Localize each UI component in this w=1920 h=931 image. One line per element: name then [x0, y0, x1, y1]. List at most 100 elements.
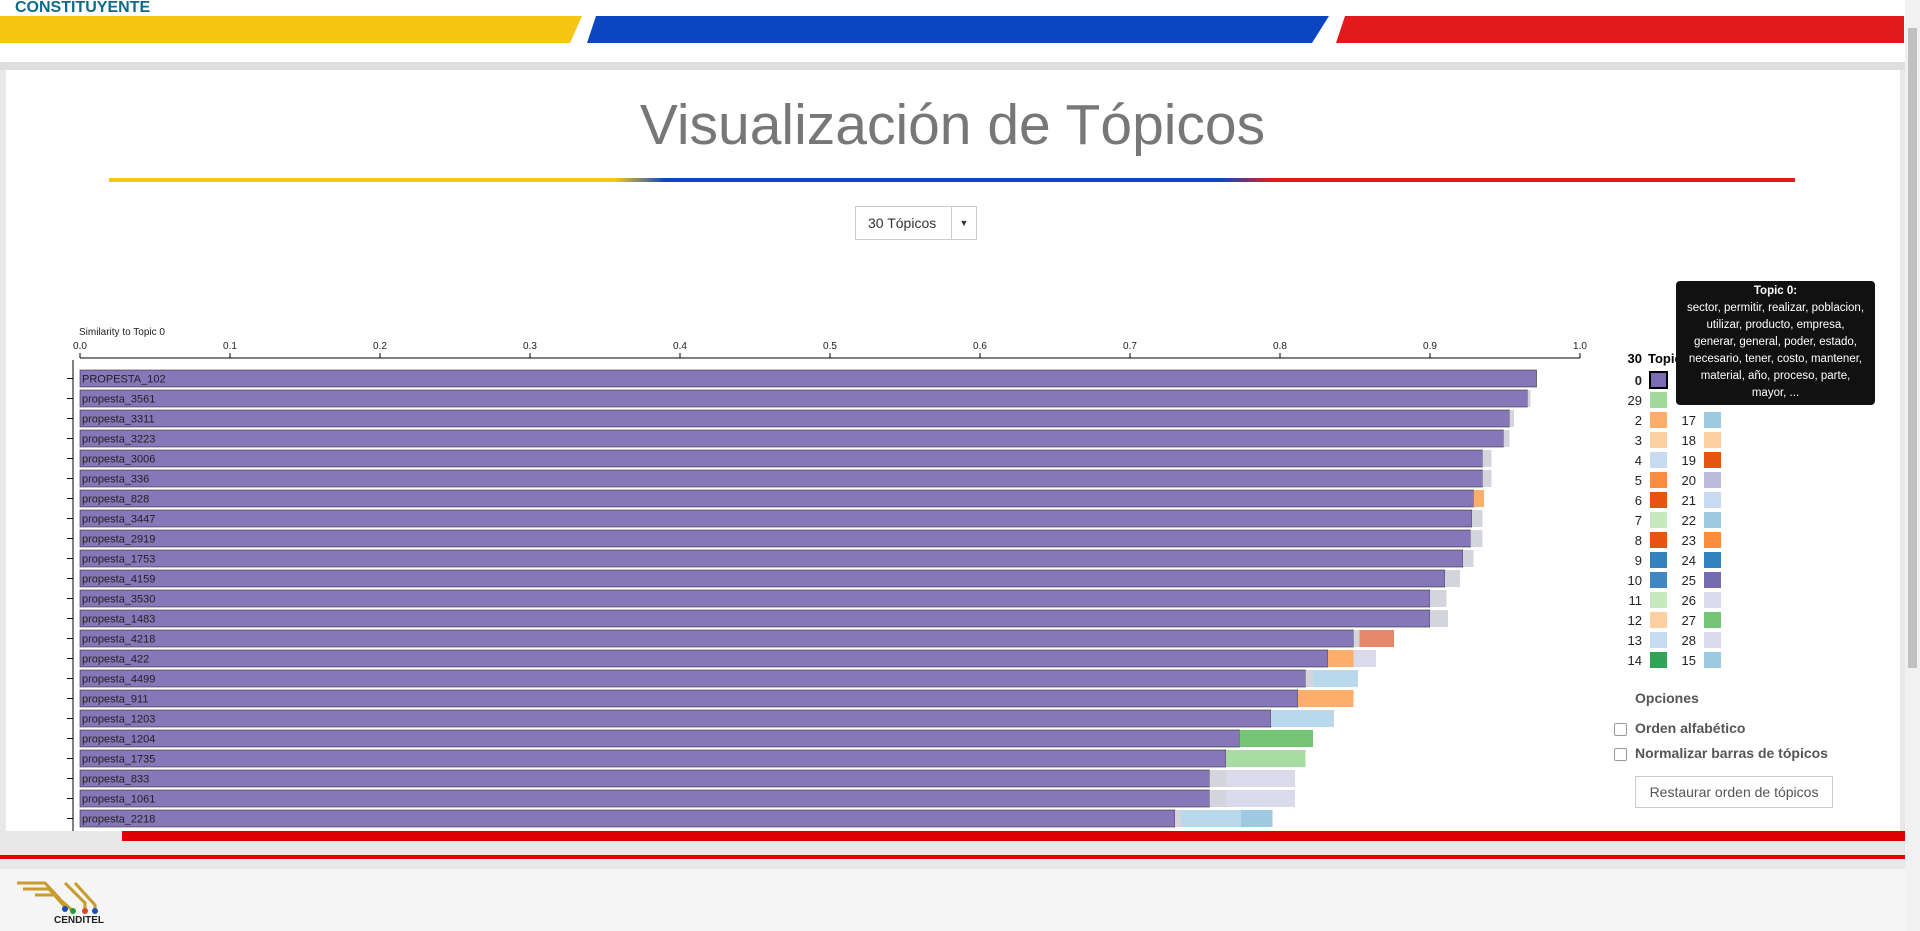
bar-segment: 28 [1527, 390, 1531, 407]
checkbox-label[interactable]: Orden alfabético [1635, 720, 1746, 736]
legend-swatch[interactable] [1650, 392, 1667, 408]
bar-segment: 4 [1271, 710, 1334, 727]
category-label: propesta_3006 [82, 454, 155, 466]
header-rule [0, 62, 1905, 70]
legend-label: 12 [1628, 613, 1642, 628]
category-label: propesta_828 [82, 494, 149, 506]
legend-label: 25 [1682, 573, 1696, 588]
bar-segment: 0 [79, 509, 1473, 528]
category-label: propesta_1483 [82, 614, 155, 626]
legend-swatch[interactable] [1704, 492, 1721, 508]
legend-swatch[interactable] [1704, 432, 1721, 448]
category-label: propesta_4218 [82, 634, 155, 646]
legend-swatch[interactable] [1650, 492, 1667, 508]
legend-swatch[interactable] [1704, 592, 1721, 608]
legend-label: 27 [1682, 613, 1696, 628]
bar-segment: 26 [1353, 650, 1376, 667]
legend-label: 0 [1635, 373, 1642, 388]
legend-swatch[interactable] [1704, 512, 1721, 528]
bar-segment: 0 [79, 529, 1471, 548]
legend-swatch[interactable] [1650, 612, 1667, 628]
legend-swatch[interactable] [1704, 572, 1721, 588]
legend-label: 5 [1635, 473, 1642, 488]
scrollbar[interactable] [1905, 0, 1920, 931]
legend-swatch[interactable] [1650, 532, 1667, 548]
category-label: propesta_422 [82, 654, 149, 666]
topic-count-select[interactable]: 30 Tópicos ▼ [855, 206, 977, 240]
legend-swatch[interactable] [1704, 612, 1721, 628]
x-tick-label: 0.7 [1123, 341, 1137, 352]
legend-label: 15 [1682, 653, 1696, 668]
bar-segment: 0 [79, 589, 1431, 608]
legend-swatch[interactable] [1649, 371, 1668, 389]
x-tick-label: 0.0 [73, 341, 87, 352]
legend-swatch[interactable] [1704, 532, 1721, 548]
legend-label: 7 [1635, 513, 1642, 528]
legend-label: 22 [1682, 513, 1696, 528]
bar-segment: 0 [79, 469, 1483, 488]
x-tick-label: 0.3 [523, 341, 537, 352]
legend-swatch[interactable] [1650, 512, 1667, 528]
scroll-thumb[interactable] [1908, 28, 1917, 668]
flag-blue [587, 16, 1329, 43]
legend-label: 29 [1628, 393, 1642, 408]
bar-segment: 0 [79, 569, 1446, 588]
legend-label: 10 [1628, 573, 1642, 588]
category-label: propesta_2218 [82, 814, 155, 826]
bar-segment: 28 [1503, 430, 1510, 447]
category-label: propesta_4499 [82, 674, 155, 686]
x-tick-label: 0.2 [373, 341, 387, 352]
select-caret[interactable]: ▼ [951, 207, 976, 239]
legend-label: 11 [1629, 593, 1643, 608]
legend-swatch[interactable] [1704, 632, 1721, 648]
page-title: Visualización de Tópicos [639, 93, 1266, 157]
brand: CONSTITUYENTE [15, 0, 150, 16]
legend-swatch[interactable] [1704, 412, 1721, 428]
legend-swatch[interactable] [1704, 472, 1721, 488]
category-label: propesta_911 [82, 694, 148, 706]
legend-swatch[interactable] [1650, 552, 1667, 568]
legend-swatch[interactable] [1650, 572, 1667, 588]
category-label: PROPESTA_102 [82, 374, 166, 386]
checkbox[interactable] [1614, 748, 1627, 761]
checkbox-label[interactable]: Normalizar barras de tópicos [1635, 745, 1828, 761]
category-label: propesta_1061 [82, 794, 155, 806]
x-tick-label: 0.8 [1273, 341, 1287, 352]
category-label: propesta_2919 [82, 534, 155, 546]
legend-swatch[interactable] [1650, 452, 1667, 468]
legend-label: 24 [1682, 553, 1696, 568]
flag-yellow [0, 16, 582, 43]
bar-segment: 0 [79, 429, 1504, 448]
category-label: propesta_4159 [82, 574, 155, 586]
legend-label: 28 [1682, 633, 1696, 648]
checkbox[interactable] [1614, 723, 1627, 736]
footer: CENDITEL [0, 869, 1905, 931]
bar-segment: 0 [79, 409, 1510, 428]
bar-segment: 28 [1209, 790, 1226, 807]
bar-segment: 2 [1473, 490, 1484, 507]
legend-swatch[interactable] [1650, 632, 1667, 648]
bar-segment: 2 [1298, 690, 1354, 707]
bar-segment: 7 [1226, 750, 1306, 767]
legend-label: 23 [1682, 533, 1696, 548]
legend-swatch[interactable] [1650, 592, 1667, 608]
bar-segment: 28 [1509, 410, 1514, 427]
reset-button[interactable]: Restaurar orden de tópicos [1635, 776, 1833, 808]
category-label: propesta_1204 [82, 734, 155, 746]
x-tick-label: 0.6 [973, 341, 987, 352]
bar-segment: 0 [79, 369, 1537, 388]
header-band: CONSTITUYENTE [0, 0, 1905, 70]
legend-swatch[interactable] [1704, 452, 1721, 468]
x-tick-label: 1.0 [1573, 341, 1587, 352]
legend-swatch[interactable] [1650, 412, 1667, 428]
tooltip-text: sector, permitir, realizar, poblacion, u… [1686, 302, 1865, 399]
legend-swatch[interactable] [1650, 472, 1667, 488]
legend-swatch[interactable] [1704, 652, 1721, 668]
topic-tooltip: Topic 0: sector, permitir, realizar, pobl… [1676, 281, 1875, 405]
legend-swatch[interactable] [1704, 552, 1721, 568]
legend-swatch[interactable] [1650, 432, 1667, 448]
bar-segment: 28 [1463, 550, 1474, 567]
legend-swatch[interactable] [1650, 652, 1667, 668]
legend-label: 20 [1682, 473, 1696, 488]
